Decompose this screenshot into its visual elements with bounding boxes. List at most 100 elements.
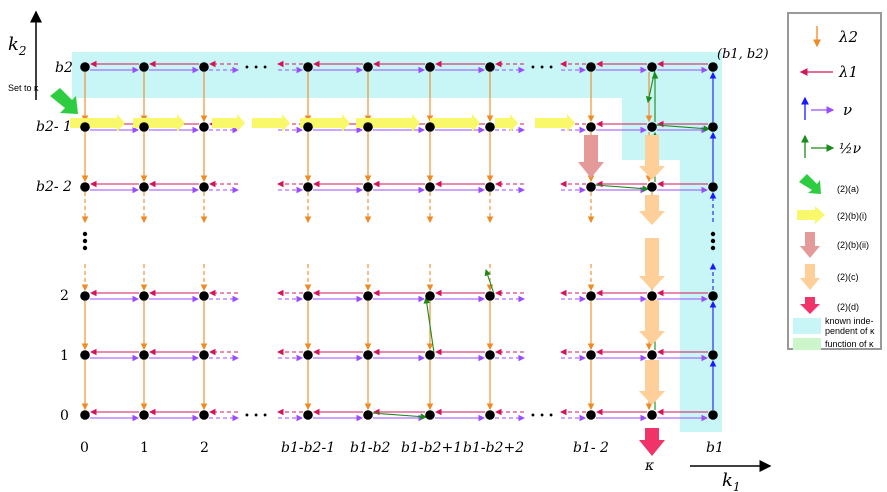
lattice-node [485,291,495,301]
col-label-0: 0 [80,440,89,456]
lattice-node [139,350,149,360]
v-ellipsis-right [710,231,716,251]
half-nu-arrow [645,64,657,104]
legend-known: known inde- pendent of κ [793,316,875,336]
yellow-arrow [252,114,290,132]
legend-lambda1: λ1 [799,63,858,81]
lattice-node [425,410,435,420]
lattice-node [303,410,313,420]
svg-text:function of κ: function of κ [825,339,874,349]
lattice-node [199,350,209,360]
yellow-arrow [430,114,480,132]
lattice-node [80,182,90,192]
row-label-1: 1 [60,348,69,364]
peach-arrow [639,360,665,405]
lattice-node [139,410,149,420]
lattice-node [485,410,495,420]
lattice-node [586,350,596,360]
yellow-arrow [70,114,125,132]
lattice-node [139,62,149,72]
lattice-node [708,410,718,420]
lattice-node [425,350,435,360]
lattice-node [708,350,718,360]
svg-text:½ν: ½ν [839,141,862,157]
yellow-arrow [212,114,245,132]
lattice-node [708,122,718,132]
svg-text:known inde-: known inde- [825,316,874,326]
lattice-node [485,122,495,132]
svg-text:(2)(b)(i): (2)(b)(i) [837,211,867,221]
half-nu-arrow [484,268,495,295]
legend-nu: ν [801,96,852,120]
col-label-b1-b2-plus2: b1-b2+2 [463,440,524,456]
lattice-node [647,182,657,192]
lattice-node [303,62,313,72]
corner-label: (b1, b2) [717,47,769,62]
k1-axis-label: k1 [722,470,741,492]
lattice-node [485,350,495,360]
half-nu-arrow [655,124,711,132]
peach-arrow [639,195,665,225]
lattice-node [363,350,373,360]
legend-2a: (2)(a) [799,174,859,194]
yellow-arrow [535,114,575,132]
lattice-node [139,182,149,192]
h-ellipsis-top: • • • [244,63,268,74]
col-label-kappa: κ [644,458,654,474]
lattice-node [303,291,313,301]
half-nu-arrow [371,412,428,420]
lattice-node [425,291,435,301]
legend-2d: (2)(d) [800,297,859,314]
lattice-node [708,291,718,301]
legend-2bii: (2)(b)(ii) [800,232,869,258]
known-region [72,52,722,432]
lattice-node [303,122,313,132]
lattice-node [425,62,435,72]
row-label-b2-2: b2- 2 [36,179,72,195]
peach-arrow [639,135,665,180]
h-ellipsis-bottom-right: • • • [530,411,554,422]
lattice-node [586,182,596,192]
lattice-node [647,291,657,301]
lattice-node [363,410,373,420]
lattice-node [199,122,209,132]
legend-panel: λ2 λ1 ν ½ν (2)(a) (2)(b)(i) (2)(b)(ii) [787,12,882,350]
legend-half-nu: ½ν [801,134,862,158]
row-label-2: 2 [60,288,69,304]
svg-text:(2)(b)(ii): (2)(b)(ii) [837,240,869,250]
lattice-node [199,410,209,420]
lattice-node [199,62,209,72]
lattice-points [80,62,718,420]
lattice-node [586,410,596,420]
svg-text:λ1: λ1 [838,63,858,81]
lattice-node [425,122,435,132]
lattice-node [708,62,718,72]
hotpink-arrow [639,428,665,456]
col-label-b1: b1 [706,440,724,456]
pink-arrow [578,135,604,178]
col-label-2: 2 [200,440,209,456]
svg-text:(2)(c): (2)(c) [837,272,859,282]
v-ellipsis-left [82,231,88,251]
svg-text:λ2: λ2 [838,28,858,46]
lattice-node [363,62,373,72]
lattice-node [80,62,90,72]
lattice-node [139,122,149,132]
svg-text:(2)(a): (2)(a) [837,184,859,194]
peach-arrow [639,300,665,345]
yellow-arrow [495,114,518,132]
svg-text:ν: ν [843,101,852,119]
row-label-b2-1: b2- 1 [36,119,72,135]
lattice-node [363,122,373,132]
col-label-b1-b2-plus1: b1-b2+1 [401,440,462,456]
legend-lambda2: λ2 [813,26,858,48]
lattice-node [303,182,313,192]
lattice-node [80,122,90,132]
lattice-node [80,410,90,420]
lattice-node [363,291,373,301]
lattice-node [199,291,209,301]
lattice-node [139,291,149,301]
lattice-node [425,182,435,192]
set-to-kappa-label: Set to κ [8,83,39,93]
